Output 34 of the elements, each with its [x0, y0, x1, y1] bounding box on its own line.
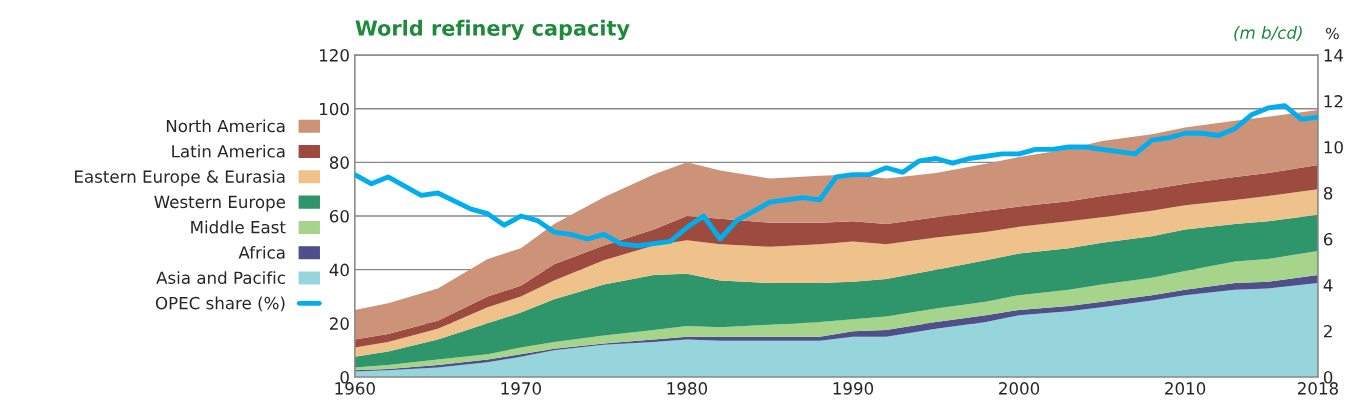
- y2-axis-title: %: [1325, 27, 1339, 40]
- legend-label: Latin America: [172, 144, 285, 158]
- x-tick-label: 1960: [335, 382, 375, 395]
- text: (m b/cd): [1234, 26, 1302, 41]
- y2-tick-label: 2: [1324, 324, 1332, 338]
- legend-label: Western Europe: [154, 195, 286, 212]
- y-tick-label: 60: [329, 209, 349, 223]
- x-tick-label: 2018: [1297, 382, 1339, 395]
- y2-tick-label: 6: [1323, 232, 1333, 246]
- y2-tick-label: 0: [1323, 370, 1333, 384]
- x-tick-label: 2010: [1165, 382, 1206, 395]
- y-tick-label: 40: [329, 263, 349, 277]
- legend-label: Asia and Pacific: [156, 271, 285, 285]
- x-tick-label: 1990: [833, 382, 874, 395]
- y2-tick-label: 14: [1324, 49, 1344, 62]
- x-tick-label: 2000: [999, 382, 1040, 395]
- x-tick-label: 1980: [667, 382, 708, 395]
- y2-tick-label: 12: [1324, 95, 1343, 108]
- y-tick-label: 20: [329, 317, 349, 330]
- y-tick-label: 100: [319, 102, 349, 116]
- y2-tick-label: 8: [1323, 186, 1333, 200]
- legend-label: OPEC share (%): [155, 296, 285, 312]
- y2-tick-label: 10: [1324, 140, 1343, 154]
- chart-title: World refinery capacity: [355, 19, 630, 41]
- y-tick-label: 80: [329, 156, 349, 169]
- y2-tick-label: 4: [1323, 279, 1333, 292]
- y-tick-label: 0: [340, 370, 349, 384]
- legend-label: North America: [166, 119, 285, 133]
- legend-label: Eastern Europe & Eurasia: [75, 170, 285, 187]
- legend-label: Africa: [238, 245, 285, 259]
- x-tick-label: 1970: [501, 382, 541, 395]
- y-tick-label: 120: [319, 49, 349, 62]
- legend-label: Middle East: [191, 220, 286, 234]
- line-series: [354, 103, 1318, 249]
